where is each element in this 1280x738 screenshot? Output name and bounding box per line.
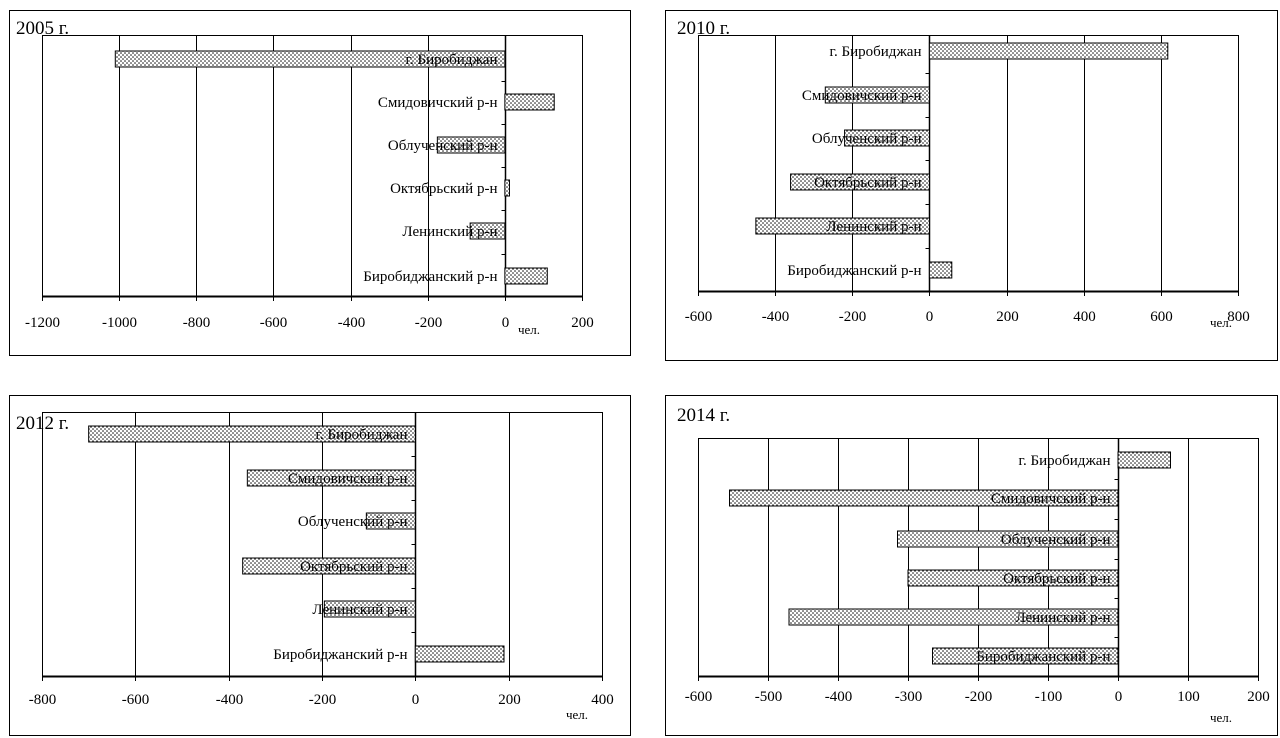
- bar: [365, 512, 416, 530]
- bar: [729, 489, 1119, 507]
- category-label: Октябрьский р-н: [300, 559, 407, 575]
- x-tick-label: -200: [415, 315, 443, 331]
- unit-label: чел.: [518, 322, 540, 337]
- bar: [928, 42, 1169, 60]
- category-label: Смидовичский р-н: [991, 491, 1111, 507]
- category-label: Облученский р-н: [812, 131, 922, 147]
- category-label: Смидовичский р-н: [288, 471, 408, 487]
- bar: [1117, 451, 1171, 469]
- bar: [928, 261, 953, 279]
- bar: [504, 179, 510, 197]
- bar: [897, 530, 1119, 548]
- x-tick-label: -800: [183, 315, 211, 331]
- bar: [788, 608, 1119, 626]
- bar: [504, 267, 548, 285]
- category-label: Биробиджанский р-н: [976, 649, 1110, 665]
- category-label: Облученский р-н: [1001, 532, 1111, 548]
- bar: [242, 557, 416, 575]
- x-tick-label: 200: [1247, 689, 1270, 705]
- x-tick-label: -1000: [102, 315, 137, 331]
- x-tick-label: -600: [685, 689, 713, 705]
- chart-title: 2005 г.: [16, 18, 69, 39]
- category-label: Ленинский р-н: [1015, 610, 1110, 626]
- panel-frame: [665, 10, 1278, 361]
- unit-label: чел.: [1210, 710, 1232, 725]
- category-label: Октябрьский р-н: [1003, 571, 1110, 587]
- bar: [436, 136, 506, 154]
- x-tick-label: -600: [685, 309, 713, 325]
- category-label: г. Биробиджан: [830, 44, 922, 60]
- unit-label: чел.: [1210, 315, 1232, 330]
- x-tick-label: -100: [1035, 689, 1063, 705]
- category-label: Облученский р-н: [388, 138, 498, 154]
- x-tick-label: 400: [1073, 309, 1096, 325]
- category-label: Октябрьский р-н: [390, 181, 497, 197]
- x-tick-label: 200: [996, 309, 1019, 325]
- bar: [504, 93, 555, 111]
- category-label: г. Биробиджан: [316, 427, 408, 443]
- category-label: Биробиджанский р-н: [363, 269, 497, 285]
- bar: [88, 425, 416, 443]
- bar: [114, 50, 506, 68]
- category-label: Ленинский р-н: [312, 602, 407, 618]
- x-tick-label: -400: [762, 309, 790, 325]
- x-tick-label: 0: [1115, 689, 1123, 705]
- chart-panel: -800 -600 -400 -200 0 200 400 г. Биробиджан Смид…: [9, 395, 631, 736]
- chart-title: 2012 г.: [16, 413, 69, 434]
- x-tick-label: 200: [498, 692, 521, 708]
- panel-frame: [665, 395, 1278, 736]
- category-label: Октябрьский р-н: [814, 175, 921, 191]
- x-tick-label: -1200: [25, 315, 60, 331]
- bar: [755, 217, 930, 235]
- x-tick-label: -200: [309, 692, 337, 708]
- bar: [907, 569, 1119, 587]
- x-tick-label: -200: [965, 689, 993, 705]
- bar: [932, 647, 1119, 665]
- x-tick-label: 0: [412, 692, 420, 708]
- chart-panel: -1200 -1000 -800 -600 -400 -200 0 200 г. Биробид…: [9, 10, 631, 356]
- x-tick-label: 200: [571, 315, 594, 331]
- x-tick-label: 400: [591, 692, 614, 708]
- x-tick-label: -500: [755, 689, 783, 705]
- x-tick-label: -200: [839, 309, 867, 325]
- category-label: Биробиджанский р-н: [787, 263, 921, 279]
- bar: [323, 600, 416, 618]
- x-tick-label: -600: [260, 315, 288, 331]
- x-tick-label: 600: [1150, 309, 1173, 325]
- chart-panel: -600 -500 -400 -300 -200 -100 0 100 200 г. Бироби…: [665, 395, 1278, 736]
- category-label: г. Биробиджан: [406, 52, 498, 68]
- bar: [246, 469, 416, 487]
- panel-frame: [9, 10, 631, 356]
- bar: [844, 129, 930, 147]
- chart-title: 2014 г.: [677, 405, 730, 426]
- x-tick-label: 0: [502, 315, 510, 331]
- category-label: Облученский р-н: [298, 514, 408, 530]
- category-label: г. Биробиджан: [1019, 453, 1111, 469]
- x-tick-label: -400: [825, 689, 853, 705]
- category-label: Биробиджанский р-н: [273, 647, 407, 663]
- bar: [790, 173, 930, 191]
- x-tick-label: 0: [926, 309, 934, 325]
- category-label: Смидовичский р-н: [378, 95, 498, 111]
- x-tick-label: -400: [338, 315, 366, 331]
- category-label: Смидовичский р-н: [802, 88, 922, 104]
- category-label: Ленинский р-н: [826, 219, 921, 235]
- bar: [414, 645, 505, 663]
- x-tick-label: -300: [895, 689, 923, 705]
- x-tick-label: -400: [216, 692, 244, 708]
- x-tick-label: -800: [29, 692, 57, 708]
- bar: [824, 86, 930, 104]
- x-tick-label: 800: [1227, 309, 1250, 325]
- unit-label: чел.: [566, 707, 588, 722]
- x-tick-label: 100: [1177, 689, 1200, 705]
- chart-title: 2010 г.: [677, 18, 730, 39]
- category-label: Ленинский р-н: [402, 224, 497, 240]
- bar: [469, 222, 506, 240]
- chart-panel: -600 -400 -200 0 200 400 600 800 г. Биробиджан См…: [665, 10, 1278, 361]
- x-tick-label: -600: [122, 692, 150, 708]
